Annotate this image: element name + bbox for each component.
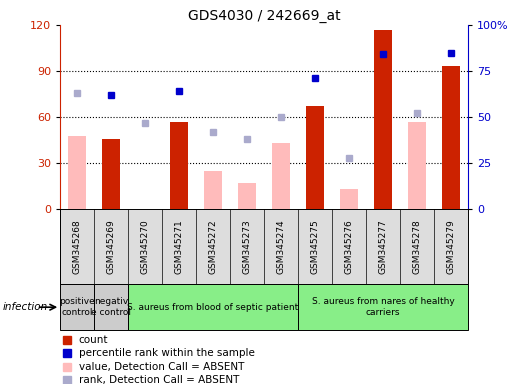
Bar — [442, 66, 460, 209]
Text: count: count — [78, 335, 108, 345]
Bar — [340, 189, 358, 209]
Text: S. aureus from blood of septic patient: S. aureus from blood of septic patient — [128, 303, 299, 312]
Text: GSM345269: GSM345269 — [107, 219, 116, 274]
Text: GSM345268: GSM345268 — [73, 219, 82, 274]
Text: rank, Detection Call = ABSENT: rank, Detection Call = ABSENT — [78, 375, 239, 384]
Bar — [94, 284, 128, 330]
Text: S. aureus from nares of healthy
carriers: S. aureus from nares of healthy carriers — [312, 298, 454, 317]
Text: GSM345278: GSM345278 — [413, 219, 422, 274]
Bar — [68, 136, 86, 209]
Text: value, Detection Call = ABSENT: value, Detection Call = ABSENT — [78, 362, 244, 372]
Text: GSM345277: GSM345277 — [379, 219, 388, 274]
Text: GSM345272: GSM345272 — [209, 219, 218, 274]
Bar — [408, 122, 426, 209]
Text: GSM345271: GSM345271 — [175, 219, 184, 274]
Text: percentile rank within the sample: percentile rank within the sample — [78, 348, 254, 358]
Bar — [306, 106, 324, 209]
Bar — [60, 284, 94, 330]
Bar — [204, 171, 222, 209]
Bar — [128, 284, 298, 330]
Text: GSM345276: GSM345276 — [345, 219, 354, 274]
Text: infection: infection — [3, 302, 48, 312]
Text: GSM345270: GSM345270 — [141, 219, 150, 274]
Bar — [298, 284, 468, 330]
Bar — [238, 183, 256, 209]
Text: GSM345274: GSM345274 — [277, 219, 286, 274]
Text: GSM345279: GSM345279 — [447, 219, 456, 274]
Bar — [272, 143, 290, 209]
Bar — [102, 139, 120, 209]
Text: positive
control: positive control — [59, 298, 95, 317]
Text: GSM345275: GSM345275 — [311, 219, 320, 274]
Bar — [374, 30, 392, 209]
Text: GSM345273: GSM345273 — [243, 219, 252, 274]
Title: GDS4030 / 242669_at: GDS4030 / 242669_at — [188, 8, 340, 23]
Bar — [170, 122, 188, 209]
Text: negativ
e control: negativ e control — [91, 298, 131, 317]
